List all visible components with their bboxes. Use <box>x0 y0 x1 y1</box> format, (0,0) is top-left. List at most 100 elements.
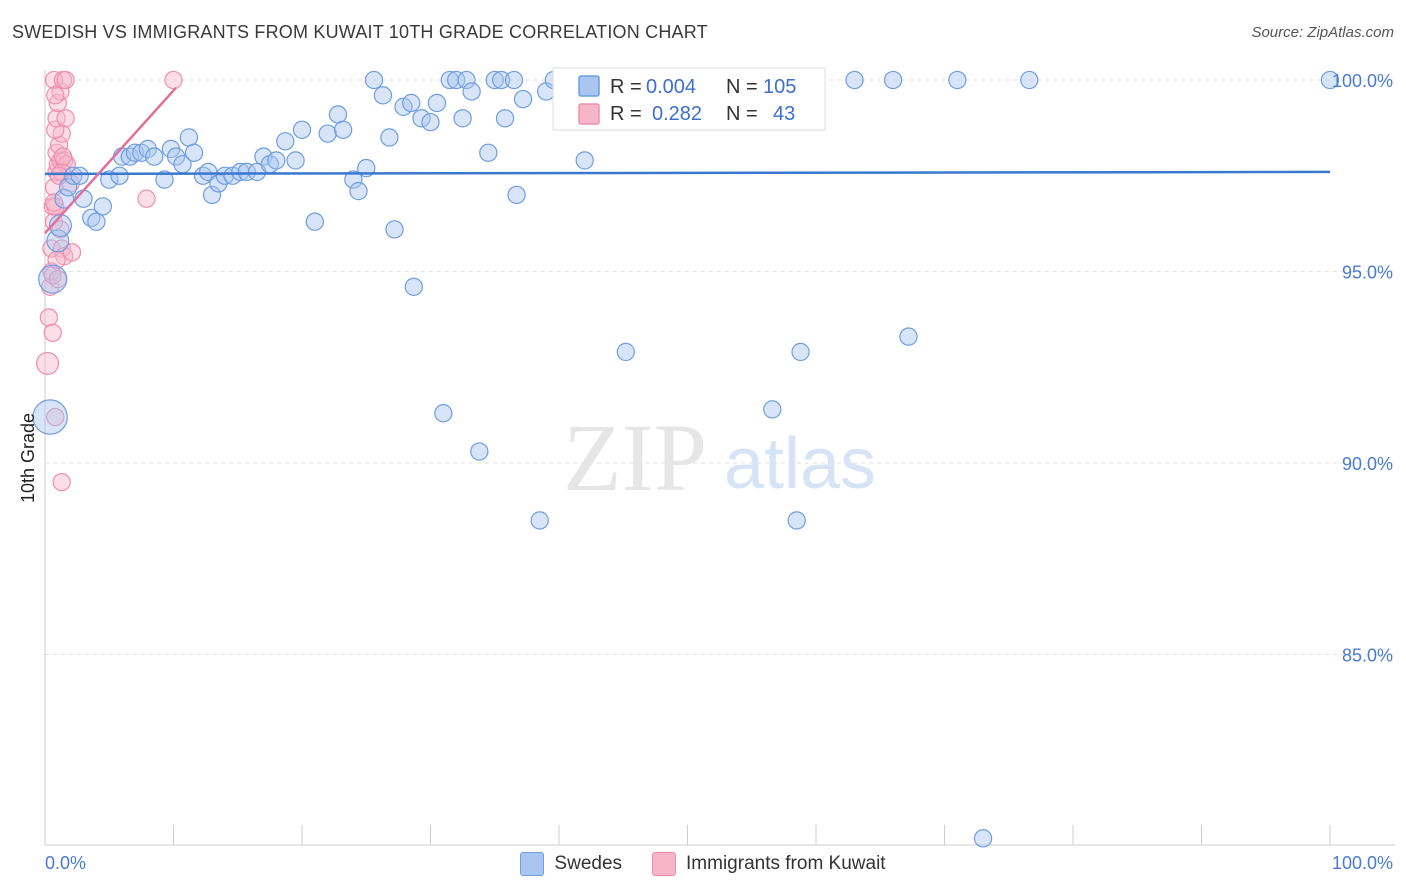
swedes-point <box>237 162 256 182</box>
legend-swatch-kuwait <box>578 103 600 125</box>
swedes-point <box>427 93 447 113</box>
swedes-point <box>64 166 83 185</box>
swedes-point <box>32 399 68 435</box>
swedes-point <box>883 70 903 90</box>
swedes-point <box>267 151 286 170</box>
swedes-point <box>46 229 70 253</box>
watermark: ZIP atlas <box>563 404 876 511</box>
swedes-point <box>349 181 368 201</box>
kuwait-point <box>51 220 70 239</box>
kuwait-trendline <box>44 86 177 235</box>
swedes-point <box>373 86 393 105</box>
swedes-point <box>434 404 453 423</box>
swedes-point <box>93 197 113 216</box>
legend-r-label-1: R = <box>610 76 642 98</box>
swedes-point <box>948 70 967 90</box>
swedes-point <box>485 70 504 90</box>
legend-n-value-2: 43 <box>773 103 795 125</box>
chart-title: SWEDISH VS IMMIGRANTS FROM KUWAIT 10TH G… <box>12 22 708 42</box>
swedes-point <box>530 511 549 530</box>
swedes-point <box>791 342 810 362</box>
swedes-point <box>447 70 466 90</box>
swedes-point <box>616 342 635 362</box>
trend-layer <box>44 86 1331 235</box>
kuwait-point <box>46 86 65 105</box>
kuwait-point <box>44 193 64 212</box>
kuwait-point <box>56 70 75 90</box>
tick-labels: 85.0% 90.0% 95.0% 100.0% 0.0% 100.0% <box>45 71 1393 873</box>
series-legend: Swedes Immigrants from Kuwait <box>0 852 1406 876</box>
series-legend-label-swedes: Swedes <box>554 853 623 874</box>
swedes-point <box>110 166 129 185</box>
watermark-atlas: atlas <box>724 424 876 504</box>
swedes-point <box>479 143 498 162</box>
kuwait-point <box>52 472 71 492</box>
source-label: Source: ZipAtlas.com <box>1251 24 1394 41</box>
swedes-point <box>209 174 228 193</box>
watermark-zip: ZIP <box>563 404 707 511</box>
swedes-point <box>763 400 782 419</box>
swedes-point <box>457 70 476 90</box>
swedes-point <box>38 264 68 294</box>
swedes-point <box>155 170 174 189</box>
swedes-point <box>404 277 423 297</box>
swedes-point <box>495 109 515 128</box>
legend-r-label-2: R = <box>610 103 642 125</box>
legend-r-value-1: 0.004 <box>646 76 696 98</box>
kuwait-point <box>53 147 73 166</box>
swedes-point <box>364 70 384 90</box>
swedes-swatch <box>520 852 545 876</box>
axis-layer <box>44 70 1395 846</box>
kuwait-point <box>164 70 183 90</box>
swedes-point <box>215 166 235 185</box>
series-legend-item-kuwait: Immigrants from Kuwait <box>652 852 886 876</box>
kuwait-point <box>39 308 59 327</box>
y-tick-label: 90.0% <box>1342 454 1393 474</box>
x-tick-label-min: 0.0% <box>45 853 86 873</box>
swedes-point <box>507 185 526 205</box>
kuwait-point <box>56 109 75 128</box>
swedes-point <box>1320 70 1340 90</box>
swedes-point <box>845 70 864 90</box>
y-tick-label: 100.0% <box>1332 71 1393 91</box>
swedes-point <box>292 120 312 139</box>
kuwait-point <box>137 189 156 208</box>
swedes-point <box>402 93 421 113</box>
swedes-point <box>385 220 404 239</box>
swedes-point <box>575 151 594 170</box>
swedes-point <box>421 112 440 132</box>
swedes-point <box>276 132 295 151</box>
swedes-point <box>87 212 106 231</box>
swedes-point <box>166 147 186 166</box>
legend-n-value-1: 105 <box>763 76 796 98</box>
legend-swatch-swedes <box>578 75 600 97</box>
kuwait-point <box>43 323 62 342</box>
x-tick-label-max: 100.0% <box>1332 853 1393 873</box>
swedes-point <box>491 70 511 90</box>
swedes-point <box>58 178 78 197</box>
swedes-point <box>787 511 806 530</box>
swedes-trendline <box>44 170 1331 176</box>
swedes-point <box>328 105 348 124</box>
swedes-point <box>973 829 993 848</box>
kuwait-point <box>46 407 65 427</box>
swedes-point <box>318 124 337 143</box>
correlation-legend: R = 0.004 N = 105 R = 0.282 N = 43 <box>552 67 826 131</box>
kuwait-swatch <box>652 852 677 876</box>
swedes-point <box>70 166 89 185</box>
swedes-point <box>286 151 305 170</box>
kuwait-point <box>62 243 82 262</box>
swedes-point <box>513 89 533 109</box>
series-legend-item-swedes: Swedes <box>520 852 622 876</box>
swedes-point <box>179 128 199 147</box>
series-legend-label-kuwait: Immigrants from Kuwait <box>686 853 886 874</box>
swedes-point <box>184 143 204 162</box>
swedes-point <box>100 170 119 189</box>
legend-n-label-1: N = <box>726 76 758 98</box>
swedes-point <box>202 185 222 205</box>
kuwait-point <box>36 351 60 375</box>
swedes-point <box>54 188 75 209</box>
swedes-point <box>462 82 481 101</box>
swedes-point <box>138 139 157 159</box>
